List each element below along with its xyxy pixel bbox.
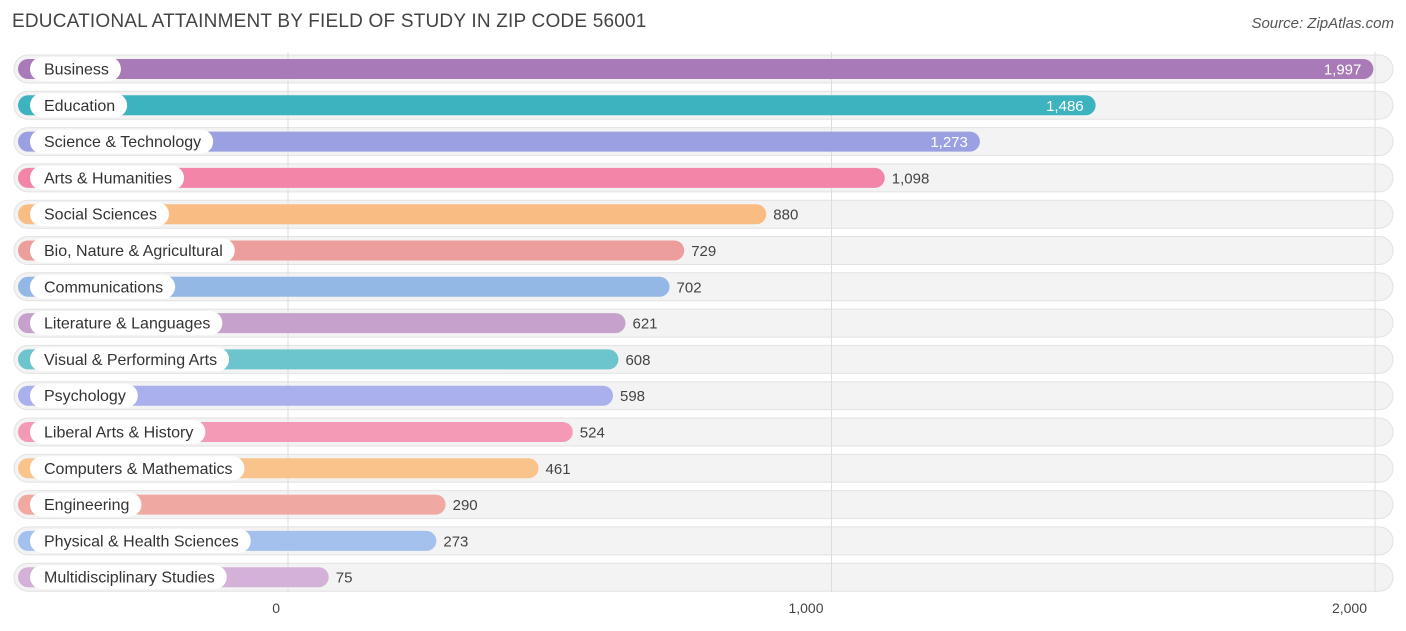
value-label: 461	[546, 461, 571, 478]
bar	[18, 131, 980, 152]
value-label: 702	[677, 279, 702, 296]
category-label: Multidisciplinary Studies	[44, 570, 215, 587]
value-label: 75	[336, 570, 353, 587]
bar-track	[13, 562, 1394, 592]
x-tick-label: 0	[272, 600, 280, 616]
category-label-pill	[30, 238, 235, 263]
value-label: 1,486	[1046, 98, 1084, 115]
value-label: 273	[443, 533, 468, 550]
category-label-pill	[30, 57, 121, 81]
category-label: Liberal Arts & History	[44, 425, 193, 442]
category-label-pill	[30, 202, 169, 227]
category-label: Communications	[44, 279, 163, 296]
bar	[18, 95, 1096, 116]
category-label-pill	[30, 274, 176, 299]
category-label: Science & Technology	[44, 134, 201, 151]
bar	[18, 385, 614, 406]
value-label: 729	[691, 243, 716, 260]
value-label: 621	[633, 316, 658, 333]
value-label: 1,997	[1324, 62, 1362, 79]
value-label: 598	[620, 388, 645, 405]
x-tick-label: 1,000	[788, 600, 823, 616]
category-label: Education	[44, 98, 115, 115]
value-label: 1,098	[892, 170, 930, 187]
category-label-pill	[30, 129, 214, 154]
category-label: Physical & Health Sciences	[44, 533, 239, 550]
category-label: Business	[44, 62, 109, 79]
category-label-pill	[30, 565, 227, 590]
value-label: 1,273	[930, 134, 968, 151]
category-label-pill	[30, 93, 128, 118]
category-label: Visual & Performing Arts	[44, 352, 217, 369]
category-label: Computers & Mathematics	[44, 461, 233, 478]
bar	[18, 204, 767, 225]
category-label: Psychology	[44, 388, 126, 405]
category-label: Bio, Nature & Agricultural	[44, 243, 223, 260]
category-label-pill	[30, 492, 142, 517]
bar	[18, 59, 1374, 79]
value-label: 524	[580, 425, 605, 442]
bar	[18, 167, 885, 188]
category-label: Literature & Languages	[44, 316, 210, 333]
chart-title: EDUCATIONAL ATTAINMENT BY FIELD OF STUDY…	[12, 11, 647, 32]
value-label: 880	[773, 207, 798, 224]
category-label: Social Sciences	[44, 207, 157, 224]
category-label-pill	[30, 165, 185, 190]
x-tick-label: 2,000	[1332, 600, 1367, 616]
value-label: 608	[625, 352, 650, 369]
category-label-pill	[30, 456, 245, 481]
category-label: Arts & Humanities	[44, 170, 172, 187]
category-label: Engineering	[44, 497, 129, 514]
category-label-pill	[30, 383, 138, 408]
category-label-pill	[30, 311, 223, 336]
category-label-pill	[30, 347, 230, 372]
chart-source: Source: ZipAtlas.com	[1251, 15, 1394, 32]
category-label-pill	[30, 420, 206, 444]
value-label: 290	[453, 497, 478, 514]
category-label-pill	[30, 528, 251, 553]
bar	[18, 276, 670, 297]
